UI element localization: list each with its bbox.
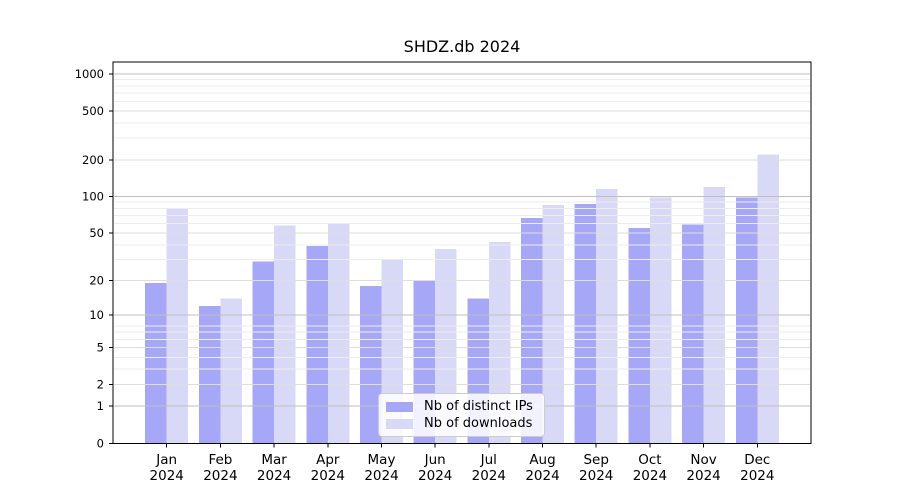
y-tick-label: 200 — [82, 153, 104, 167]
legend: Nb of distinct IPs Nb of downloads — [378, 393, 545, 437]
gridlines — [114, 73, 810, 407]
bar-ips-jan — [145, 283, 167, 444]
y-tick-label: 1000 — [75, 67, 104, 81]
legend-swatch-distinct-ips — [386, 401, 413, 412]
bar-ips-mar — [252, 261, 275, 444]
y-tick-label: 100 — [82, 190, 104, 204]
x-tick-label: Aug 2024 — [525, 452, 559, 484]
y-tick-label: 10 — [89, 308, 104, 322]
x-tick-label: Mar 2024 — [257, 452, 291, 484]
bar-downloads-feb — [220, 298, 242, 444]
x-tick-label: Nov 2024 — [686, 452, 720, 484]
x-tick-label: Jan 2024 — [150, 452, 184, 484]
y-tick-label: 50 — [89, 226, 104, 240]
y-tick-label: 20 — [89, 274, 104, 288]
x-tick-label: Feb 2024 — [203, 452, 237, 484]
legend-label-distinct-ips: Nb of distinct IPs — [424, 399, 533, 414]
bar-downloads-apr — [327, 223, 350, 444]
bar-ips-apr — [306, 246, 328, 444]
bar-ips-aug — [521, 217, 543, 444]
bar-downloads-aug — [542, 205, 564, 444]
x-tick-label: Oct 2024 — [633, 452, 667, 484]
x-tick-label: Apr 2024 — [311, 452, 345, 484]
x-tick-label: Dec 2024 — [740, 452, 774, 484]
chart-title: SHDZ.db 2024 — [403, 37, 521, 56]
legend-swatch-downloads — [386, 418, 413, 429]
y-tick-label: 1 — [97, 399, 104, 413]
bar-downloads-sep — [596, 189, 618, 444]
bar-downloads-oct — [649, 197, 672, 444]
bar-ips-sep — [574, 204, 597, 444]
bar-ips-dec — [735, 197, 758, 444]
legend-item-downloads: Nb of downloads — [386, 416, 536, 431]
x-axis: Jan 2024 Feb 2024 Mar 2024 Apr 2024 May 2024 Jun 20… — [150, 443, 774, 484]
y-tick-label: 2 — [97, 378, 104, 392]
x-tick-label: Sep 2024 — [579, 452, 613, 484]
bar-downloads-mar — [274, 225, 296, 444]
bar-ips-may — [360, 285, 382, 444]
plot-border — [112, 61, 812, 444]
y-tick-label: 500 — [82, 104, 104, 118]
x-tick-label: May 2024 — [364, 452, 398, 484]
bar-downloads-dec — [757, 154, 779, 444]
legend-item-distinct-ips: Nb of distinct IPs — [386, 399, 536, 414]
y-tick-label: 0 — [97, 436, 104, 450]
x-tick-label: Jul 2024 — [472, 452, 506, 484]
y-axis: 0 1 2 5 10 20 50 100 200 500 1000 — [75, 67, 113, 450]
bar-ips-feb — [198, 306, 221, 444]
y-tick-label: 5 — [97, 341, 104, 355]
bar-ips-nov — [682, 224, 704, 444]
legend-label-downloads: Nb of downloads — [424, 416, 533, 431]
bar-ips-oct — [628, 228, 650, 444]
x-tick-label: Jun 2024 — [418, 452, 452, 484]
